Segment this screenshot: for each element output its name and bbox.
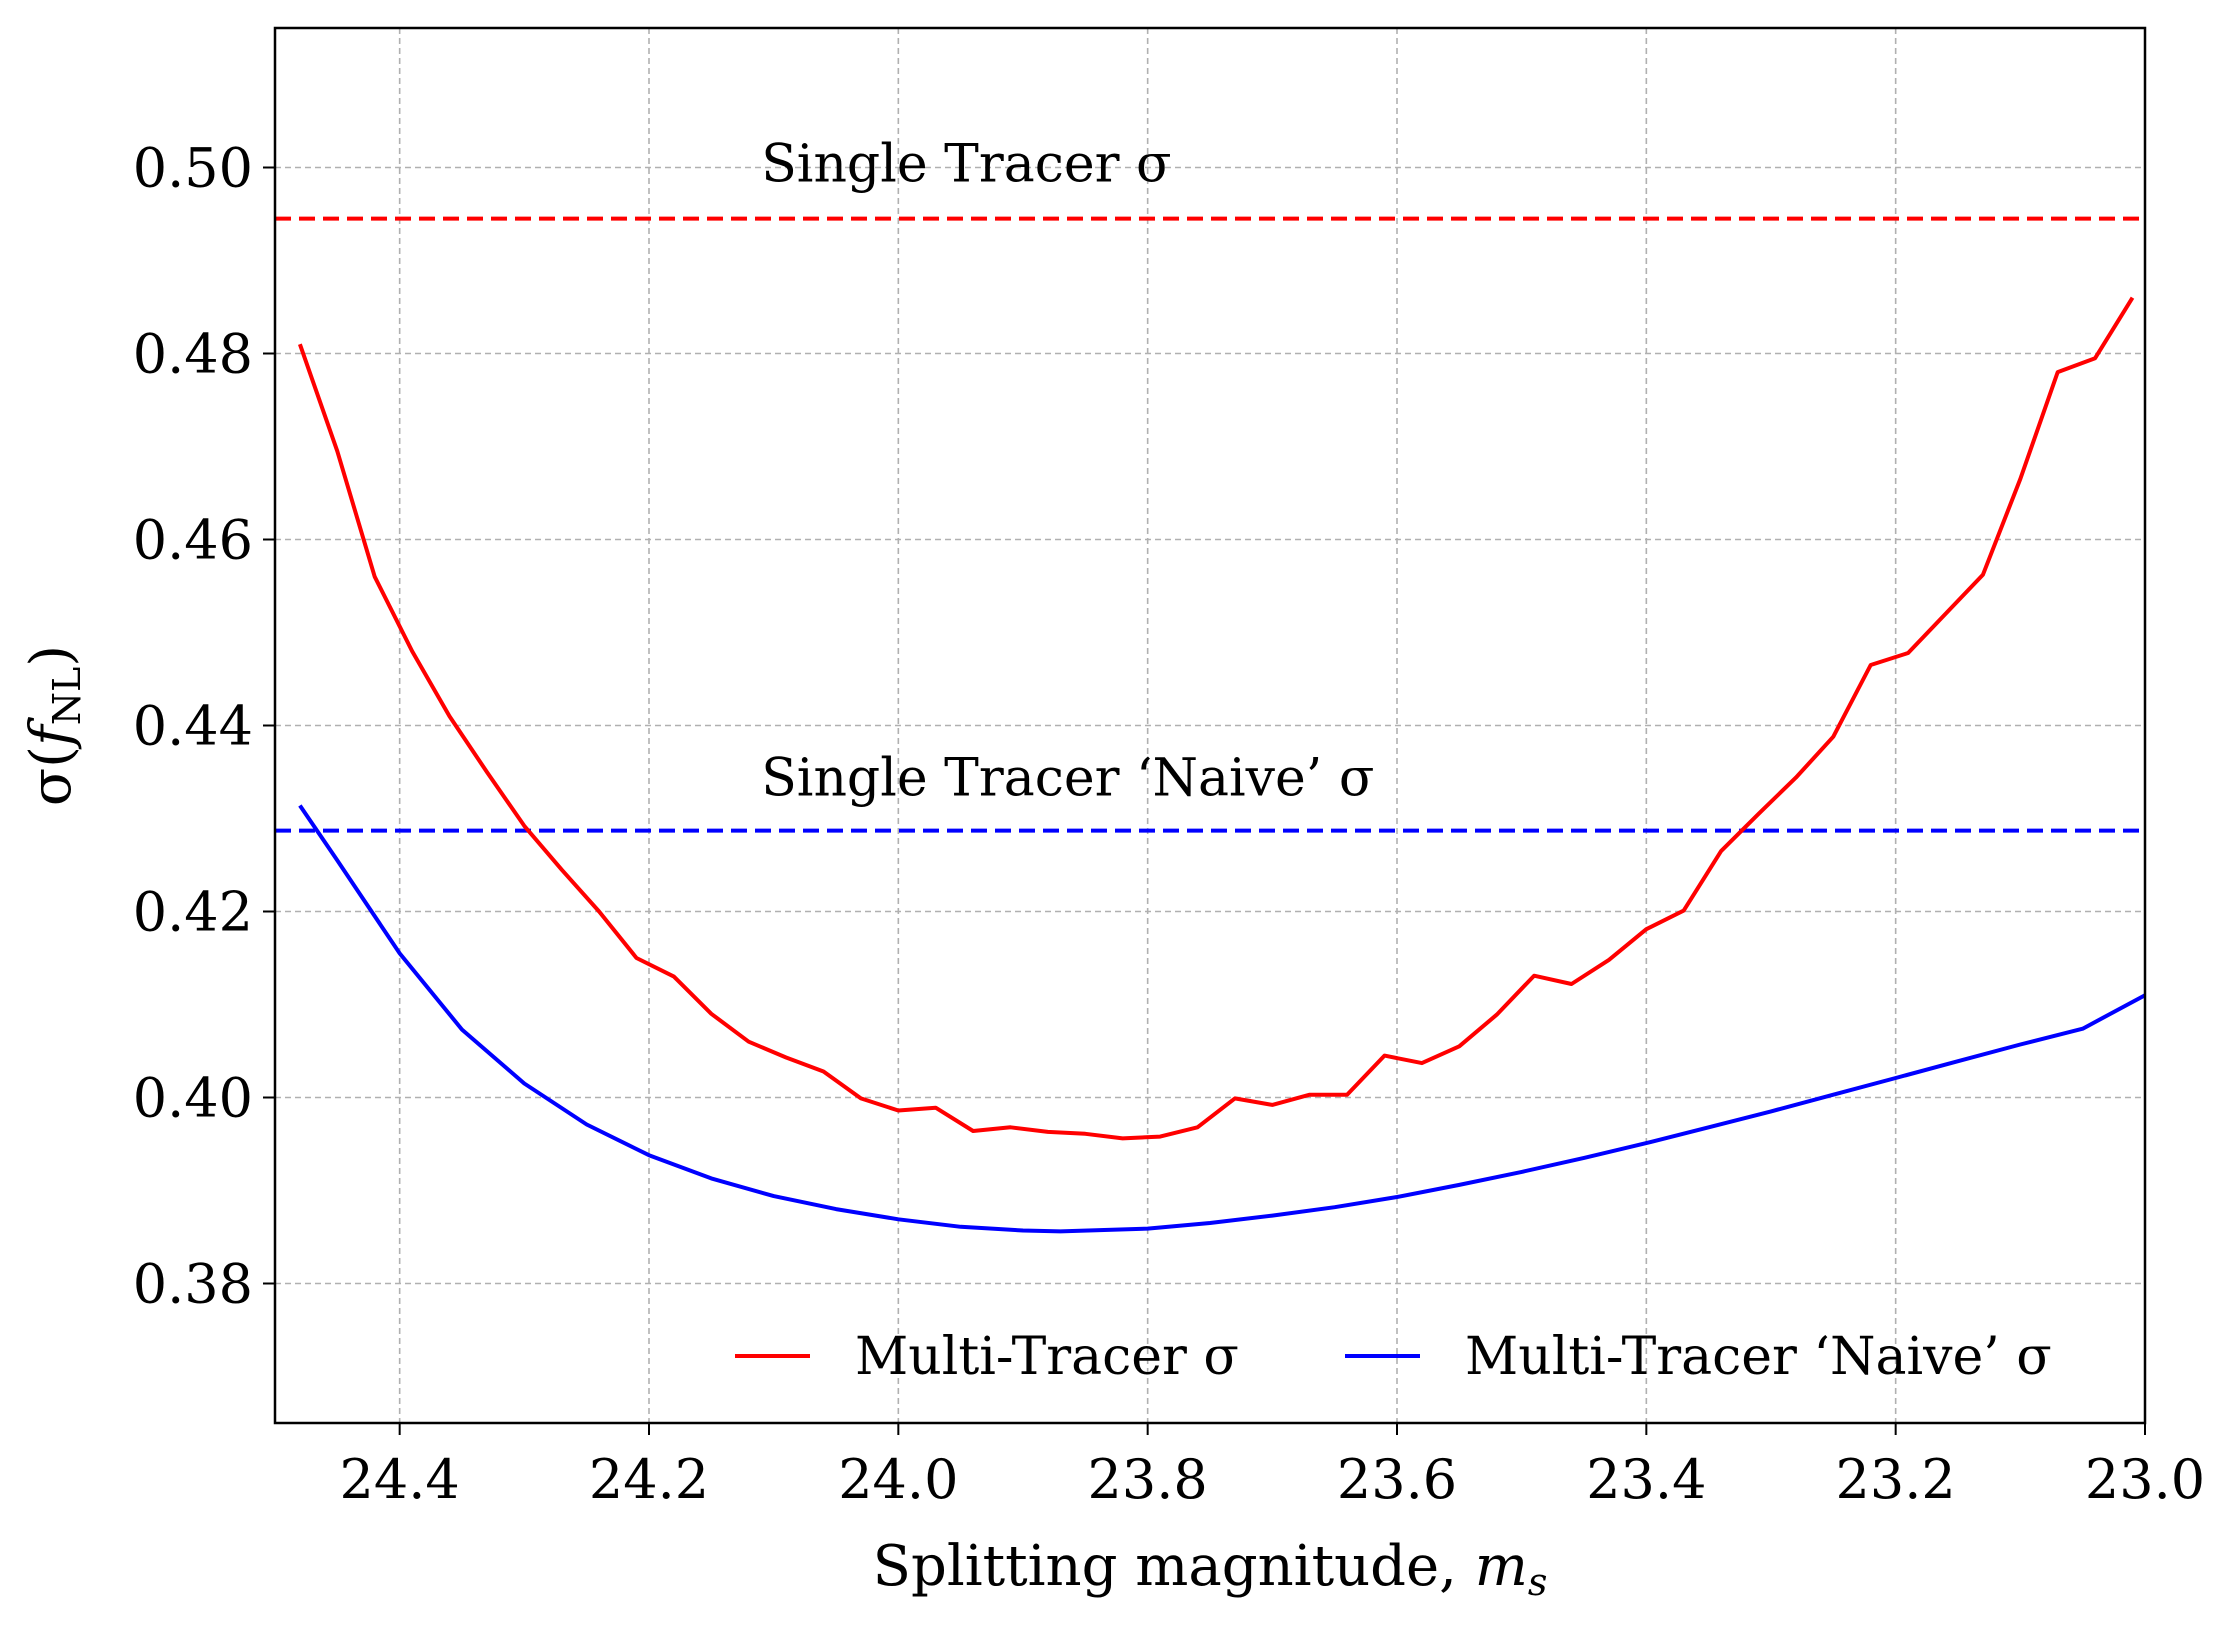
y-axis-title: σ(fNL) — [19, 645, 89, 806]
legend: Multi-Tracer σ Multi-Tracer ‘Naive’ σ — [735, 1327, 2052, 1387]
annotation-label: Single Tracer σ — [761, 134, 1171, 194]
legend-label: Multi-Tracer ‘Naive’ σ — [1465, 1327, 2052, 1387]
annotation-label: Single Tracer ‘Naive’ σ — [761, 748, 1374, 808]
y-tick-label: 0.44 — [133, 695, 253, 758]
y-tick-label: 0.48 — [133, 323, 253, 386]
x-tick-label: 24.4 — [340, 1448, 460, 1511]
grid-layer — [275, 28, 2146, 1423]
y-tick-label: 0.38 — [133, 1253, 253, 1316]
x-tick-label: 23.2 — [1836, 1448, 1956, 1511]
x-axis-title: Splitting magnitude, ms — [873, 1534, 1548, 1604]
series-line — [298, 296, 2135, 1141]
x-tick-label: 23.0 — [2085, 1448, 2205, 1511]
y-tick-label: 0.50 — [133, 137, 253, 200]
x-tick-label: 23.6 — [1337, 1448, 1457, 1511]
legend-label: Multi-Tracer σ — [855, 1327, 1239, 1387]
y-tick-label: 0.42 — [133, 881, 253, 944]
y-tick-label: 0.40 — [133, 1067, 253, 1130]
x-tick-label: 23.8 — [1088, 1448, 1208, 1511]
series-layer — [298, 296, 2146, 1234]
x-tick-label: 24.2 — [589, 1448, 709, 1511]
annotations: Single Tracer σ Single Tracer ‘Naive’ σ — [761, 134, 1374, 808]
tick-layer: 24.4 24.2 24.0 23.8 23.6 23.4 23.2 23.0 0.38 0.40… — [133, 137, 2205, 1512]
x-tick-label: 24.0 — [838, 1448, 958, 1511]
series-line — [298, 804, 2146, 1234]
x-tick-label: 23.4 — [1586, 1448, 1706, 1511]
y-tick-label: 0.46 — [133, 509, 253, 572]
reference-lines — [275, 216, 2145, 833]
